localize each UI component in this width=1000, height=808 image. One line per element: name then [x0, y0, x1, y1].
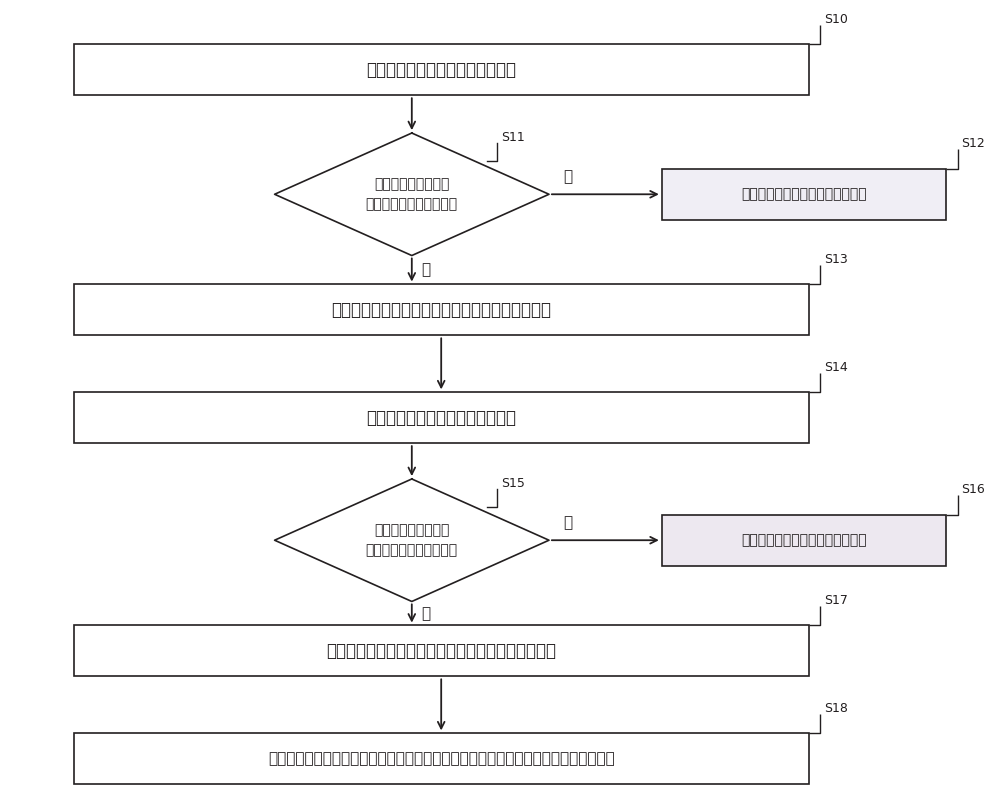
FancyBboxPatch shape	[74, 284, 809, 335]
Text: 根据机车当前的状态输出控制指令: 根据机车当前的状态输出控制指令	[741, 533, 867, 547]
Text: S12: S12	[962, 137, 985, 150]
Text: S11: S11	[501, 131, 525, 144]
Text: 读取第二压力传感器的第二压力値: 读取第二压力传感器的第二压力値	[366, 409, 516, 427]
Text: S13: S13	[824, 253, 848, 266]
Text: S15: S15	[501, 477, 525, 490]
Text: S18: S18	[824, 701, 848, 714]
FancyBboxPatch shape	[74, 625, 809, 676]
Polygon shape	[275, 133, 549, 255]
FancyBboxPatch shape	[662, 515, 946, 566]
Text: 否: 否	[564, 516, 573, 530]
Text: 读取第一压力传感器的第一压力値: 读取第一压力传感器的第一压力値	[366, 61, 516, 79]
FancyBboxPatch shape	[74, 392, 809, 444]
Text: 否: 否	[564, 170, 573, 184]
Text: S10: S10	[824, 13, 848, 26]
Text: S17: S17	[824, 594, 848, 607]
Text: S16: S16	[962, 483, 985, 496]
FancyBboxPatch shape	[74, 734, 809, 785]
Text: 是: 是	[422, 263, 431, 277]
Text: 根据第二压力値判断
第二压力传感器出现故障: 根据第二压力値判断 第二压力传感器出现故障	[366, 524, 458, 557]
Text: 根据机车当前的状态控制第二排风电磁阀得电或控制切换电磁阀失电且启动空气分配阀: 根据机车当前的状态控制第二排风电磁阀得电或控制切换电磁阀失电且启动空气分配阀	[268, 751, 615, 766]
FancyBboxPatch shape	[74, 44, 809, 95]
Text: 输出切换指令，切换指令包含切除第一压力传感器: 输出切换指令，切换指令包含切除第一压力传感器	[331, 301, 551, 319]
Text: S14: S14	[824, 360, 848, 373]
Text: 是: 是	[422, 606, 431, 621]
Polygon shape	[275, 479, 549, 601]
Text: 根据机车当前的状态输出控制指令: 根据机车当前的状态输出控制指令	[741, 187, 867, 201]
FancyBboxPatch shape	[662, 169, 946, 220]
Text: 根据第一压力値判断
第一压力传感器出现故障: 根据第一压力値判断 第一压力传感器出现故障	[366, 178, 458, 211]
Text: 输出切换指令，切换指令还包含切除第二压力传感器: 输出切换指令，切换指令还包含切除第二压力传感器	[326, 642, 556, 660]
